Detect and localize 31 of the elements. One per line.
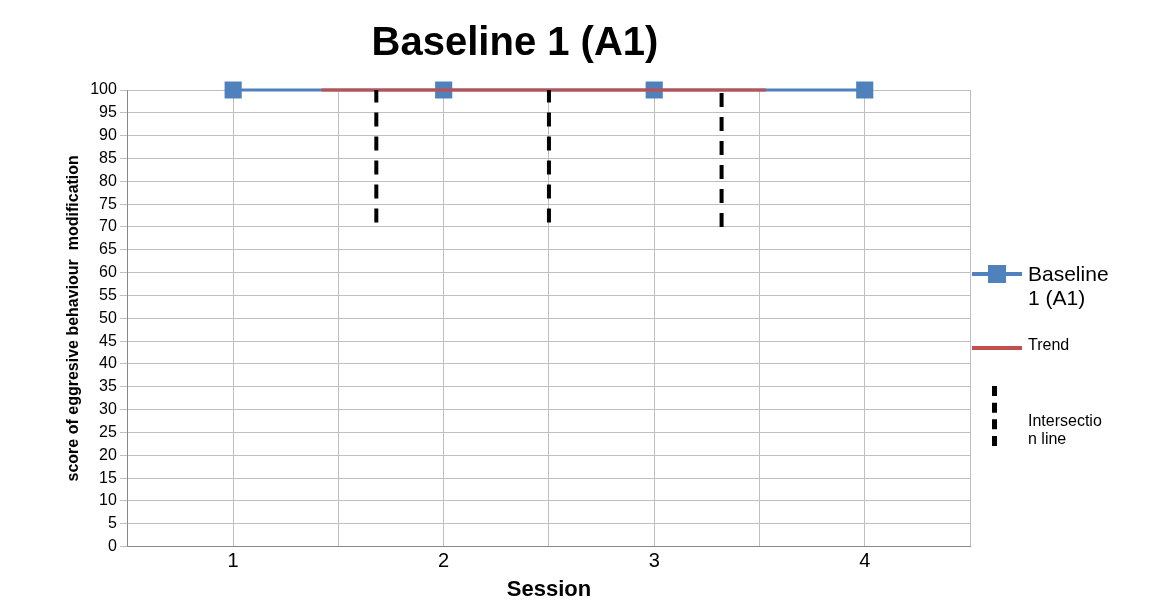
y-tick-label: 30 [99,400,117,418]
y-tick-label: 80 [99,171,117,189]
y-tick-label: 55 [99,285,117,303]
x-tick-label: 4 [859,549,871,572]
y-tick-label: 50 [99,308,117,326]
y-tick-label: 90 [99,126,117,144]
x-tick-label: 2 [438,549,450,572]
legend-label: Baseline 1 (A1) [1028,262,1110,310]
y-tick-label: 0 [107,537,117,555]
y-tick-label: 70 [99,217,117,235]
y-tick-label: 35 [99,377,117,395]
y-axis-title: score of eggresive behaviour modification [64,155,82,482]
y-tick-label: 85 [99,148,117,166]
y-tick-label: 25 [99,422,117,440]
y-tick-label: 45 [99,331,117,349]
y-tick-label: 10 [99,491,117,509]
chart-title: Baseline 1 (A1) [371,19,659,64]
text: Intersection line [1028,412,1103,448]
y-tick-label: 20 [99,445,117,463]
y-tick-label: 15 [99,468,117,486]
y-tick-label: 60 [99,263,117,281]
y-tick-label: 100 [90,80,117,98]
y-tick-label: 95 [99,103,117,121]
x-tick-label: 3 [648,549,660,572]
legend-label: Trend [1028,336,1071,354]
y-tick-label: 65 [99,240,117,258]
y-tick-label: 40 [99,354,117,372]
y-tick-label: 75 [99,194,117,212]
y-tick-label: 5 [107,514,117,532]
x-axis-title: Session [506,575,592,601]
x-tick-label: 1 [227,549,239,572]
